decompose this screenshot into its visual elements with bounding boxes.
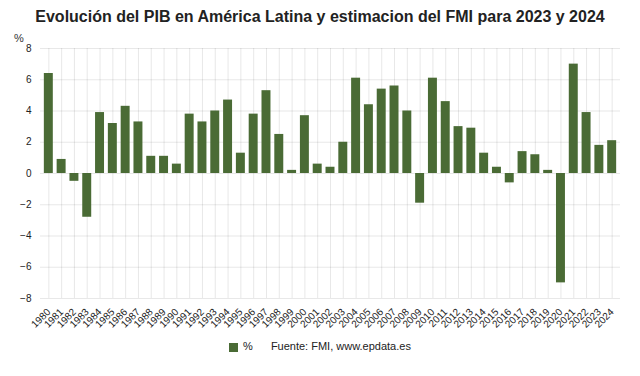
svg-text:4: 4 xyxy=(26,105,32,116)
svg-text:2005: 2005 xyxy=(349,306,373,330)
svg-text:2012: 2012 xyxy=(438,306,463,330)
svg-text:−4: −4 xyxy=(20,230,32,241)
svg-text:−6: −6 xyxy=(20,261,32,272)
svg-text:2003: 2003 xyxy=(323,306,347,330)
svg-text:2001: 2001 xyxy=(297,306,322,330)
svg-text:2022: 2022 xyxy=(566,306,591,330)
svg-text:1980: 1980 xyxy=(29,306,53,330)
svg-text:1988: 1988 xyxy=(131,306,155,330)
svg-text:2010: 2010 xyxy=(413,306,437,330)
svg-text:6: 6 xyxy=(26,74,32,85)
svg-text:1982: 1982 xyxy=(54,306,79,330)
svg-text:1992: 1992 xyxy=(182,306,207,330)
svg-text:1995: 1995 xyxy=(221,306,245,330)
svg-text:1993: 1993 xyxy=(195,306,219,330)
svg-text:2013: 2013 xyxy=(451,306,475,330)
svg-text:1990: 1990 xyxy=(157,306,181,330)
svg-text:2020: 2020 xyxy=(541,306,565,330)
svg-text:1996: 1996 xyxy=(233,306,258,330)
svg-text:2000: 2000 xyxy=(285,306,309,330)
svg-text:1994: 1994 xyxy=(208,306,232,330)
svg-text:2015: 2015 xyxy=(477,306,501,330)
svg-text:1999: 1999 xyxy=(272,306,296,330)
svg-text:1986: 1986 xyxy=(105,306,130,330)
svg-text:8: 8 xyxy=(26,43,32,54)
svg-text:2024: 2024 xyxy=(592,306,616,330)
svg-text:1983: 1983 xyxy=(67,306,91,330)
svg-text:0: 0 xyxy=(26,168,32,179)
svg-text:2021: 2021 xyxy=(553,306,578,330)
svg-text:1991: 1991 xyxy=(169,306,194,330)
svg-text:1987: 1987 xyxy=(118,306,143,330)
html-text:Fuente: FMI, www.epdata.es: Fuente: FMI, www.epdata.es xyxy=(270,340,411,352)
svg-text:2007: 2007 xyxy=(374,306,399,330)
svg-text:2014: 2014 xyxy=(464,306,488,330)
svg-text:1989: 1989 xyxy=(144,306,168,330)
svg-text:1984: 1984 xyxy=(80,306,104,330)
svg-text:2008: 2008 xyxy=(387,306,411,330)
svg-text:1985: 1985 xyxy=(93,306,117,330)
svg-text:−8: −8 xyxy=(20,293,32,304)
svg-text:1998: 1998 xyxy=(259,306,283,330)
svg-text:1997: 1997 xyxy=(246,306,271,330)
svg-text:2009: 2009 xyxy=(400,306,424,330)
svg-text:2018: 2018 xyxy=(515,306,539,330)
svg-text:2: 2 xyxy=(26,136,32,147)
svg-text:2004: 2004 xyxy=(336,306,360,330)
svg-text:2002: 2002 xyxy=(310,306,335,330)
svg-text:1981: 1981 xyxy=(41,306,66,330)
svg-text:−2: −2 xyxy=(20,199,32,210)
html-text:Evolución del PIB en América L: Evolución del PIB en América Latina y es… xyxy=(35,8,605,25)
svg-text:2017: 2017 xyxy=(502,306,527,330)
svg-text:2019: 2019 xyxy=(528,306,552,330)
svg-text:2016: 2016 xyxy=(489,306,514,330)
svg-text:2011: 2011 xyxy=(426,306,450,330)
svg-text:2006: 2006 xyxy=(361,306,386,330)
svg-text:2023: 2023 xyxy=(579,306,604,330)
